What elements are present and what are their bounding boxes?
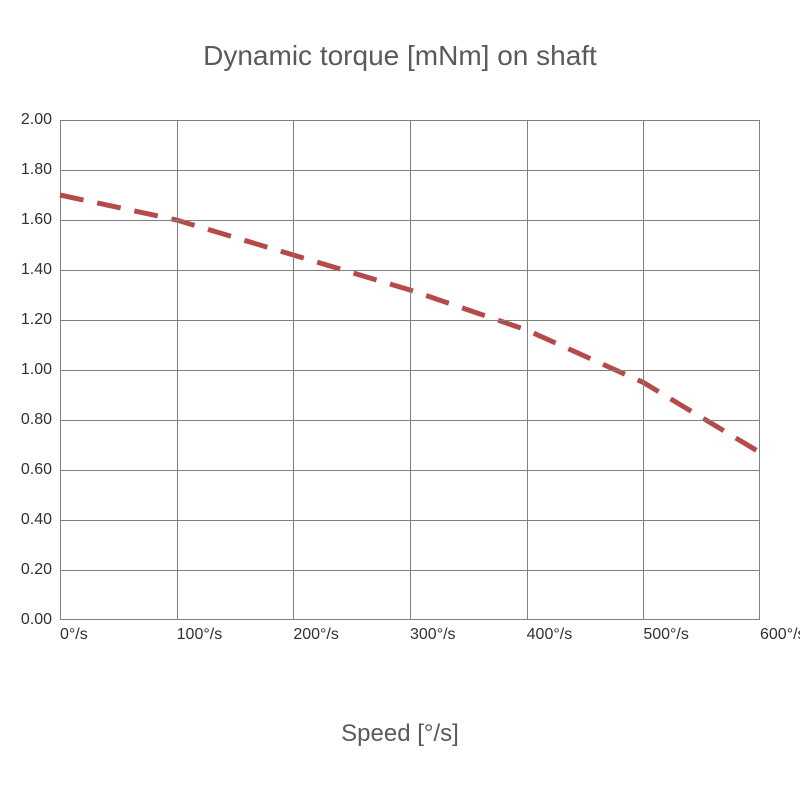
y-tick-label: 1.60	[2, 211, 52, 229]
x-tick-label: 300°/s	[410, 626, 456, 644]
y-tick-label: 0.00	[2, 611, 52, 629]
gridline-vertical	[177, 120, 178, 620]
x-tick-label: 100°/s	[177, 626, 223, 644]
y-tick-label: 0.80	[2, 411, 52, 429]
y-tick-label: 0.20	[2, 561, 52, 579]
x-tick-label: 0°/s	[60, 626, 88, 644]
y-tick-label: 1.80	[2, 161, 52, 179]
y-tick-label: 1.20	[2, 311, 52, 329]
y-tick-label: 2.00	[2, 111, 52, 129]
chart-title: Dynamic torque [mNm] on shaft	[0, 40, 800, 72]
x-tick-label: 500°/s	[643, 626, 689, 644]
x-tick-label: 600°/s	[760, 626, 800, 644]
gridline-vertical	[293, 120, 294, 620]
x-tick-label: 200°/s	[293, 626, 339, 644]
gridline-vertical	[643, 120, 644, 620]
y-tick-label: 1.00	[2, 361, 52, 379]
y-tick-label: 0.60	[2, 461, 52, 479]
x-tick-label: 400°/s	[527, 626, 573, 644]
y-tick-label: 0.40	[2, 511, 52, 529]
gridline-vertical	[527, 120, 528, 620]
plot-area	[60, 120, 760, 620]
y-tick-label: 1.40	[2, 261, 52, 279]
gridline-vertical	[410, 120, 411, 620]
x-axis-label: Speed [°/s]	[0, 720, 800, 748]
